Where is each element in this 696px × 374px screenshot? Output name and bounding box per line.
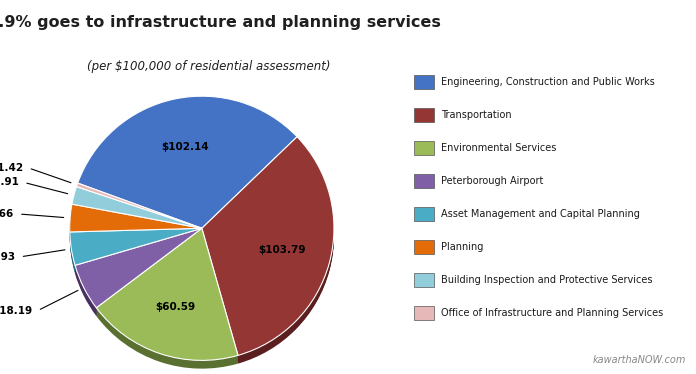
Text: Asset Management and Capital Planning: Asset Management and Capital Planning	[441, 209, 640, 219]
Wedge shape	[70, 236, 202, 273]
Wedge shape	[96, 230, 238, 362]
Text: Planning: Planning	[441, 242, 483, 252]
Wedge shape	[75, 230, 202, 310]
Wedge shape	[96, 232, 238, 364]
Wedge shape	[72, 188, 202, 229]
Wedge shape	[77, 187, 202, 232]
Wedge shape	[75, 236, 202, 316]
Text: Office of Infrastructure and Planning Services: Office of Infrastructure and Planning Se…	[441, 308, 663, 318]
Wedge shape	[75, 232, 202, 311]
Text: $60.59: $60.59	[155, 301, 196, 312]
Wedge shape	[70, 206, 202, 234]
Wedge shape	[78, 103, 297, 236]
Text: Building Inspection and Protective Services: Building Inspection and Protective Servi…	[441, 275, 652, 285]
Wedge shape	[78, 99, 297, 232]
Wedge shape	[70, 236, 202, 274]
Wedge shape	[96, 234, 238, 367]
Wedge shape	[202, 145, 334, 364]
Wedge shape	[78, 97, 297, 229]
Wedge shape	[72, 187, 202, 228]
Wedge shape	[96, 232, 238, 365]
Wedge shape	[77, 191, 202, 236]
Text: Peterborough Airport: Peterborough Airport	[441, 176, 543, 186]
Wedge shape	[96, 236, 238, 369]
Wedge shape	[78, 104, 297, 236]
Wedge shape	[77, 189, 202, 234]
Text: $1.42: $1.42	[0, 163, 23, 173]
Wedge shape	[70, 208, 202, 236]
Text: $12.93: $12.93	[0, 252, 15, 262]
Wedge shape	[202, 143, 334, 362]
Text: (per $100,000 of residential assessment): (per $100,000 of residential assessment)	[87, 60, 331, 73]
Wedge shape	[96, 236, 238, 368]
Wedge shape	[70, 234, 202, 272]
Wedge shape	[96, 233, 238, 365]
Wedge shape	[202, 144, 334, 362]
Text: $10.66: $10.66	[0, 209, 13, 219]
Wedge shape	[72, 192, 202, 233]
Wedge shape	[78, 100, 297, 232]
Wedge shape	[72, 193, 202, 234]
Text: $102.14: $102.14	[161, 142, 209, 153]
Wedge shape	[70, 228, 202, 265]
Wedge shape	[96, 228, 238, 361]
Wedge shape	[70, 229, 202, 266]
Wedge shape	[70, 209, 202, 237]
Wedge shape	[70, 230, 202, 267]
Wedge shape	[75, 228, 202, 308]
Wedge shape	[78, 96, 297, 228]
Wedge shape	[70, 207, 202, 235]
Wedge shape	[70, 205, 202, 233]
Wedge shape	[96, 229, 238, 361]
Wedge shape	[78, 102, 297, 234]
Wedge shape	[77, 183, 202, 228]
Wedge shape	[75, 233, 202, 313]
Text: 22.9% goes to infrastructure and planning services: 22.9% goes to infrastructure and plannin…	[0, 15, 441, 30]
Wedge shape	[70, 210, 202, 238]
Wedge shape	[78, 101, 297, 233]
Text: $103.79: $103.79	[258, 245, 306, 255]
Text: Environmental Services: Environmental Services	[441, 143, 556, 153]
Wedge shape	[70, 233, 202, 270]
Wedge shape	[77, 185, 202, 230]
Wedge shape	[202, 139, 334, 358]
Wedge shape	[75, 229, 202, 309]
Wedge shape	[77, 186, 202, 232]
Wedge shape	[75, 232, 202, 312]
Wedge shape	[70, 212, 202, 240]
Wedge shape	[72, 195, 202, 236]
Wedge shape	[72, 188, 202, 230]
Text: Engineering, Construction and Public Works: Engineering, Construction and Public Wor…	[441, 77, 654, 87]
Wedge shape	[78, 98, 297, 230]
Wedge shape	[70, 232, 202, 269]
Text: Transportation: Transportation	[441, 110, 511, 120]
Wedge shape	[72, 191, 202, 232]
Wedge shape	[202, 140, 334, 358]
Wedge shape	[202, 138, 334, 356]
Wedge shape	[202, 137, 334, 355]
Wedge shape	[75, 234, 202, 314]
Wedge shape	[70, 204, 202, 232]
Wedge shape	[202, 141, 334, 359]
Wedge shape	[77, 190, 202, 236]
Wedge shape	[70, 211, 202, 239]
Text: kawarthaNOW.com: kawarthaNOW.com	[592, 355, 686, 365]
Wedge shape	[77, 184, 202, 229]
Wedge shape	[202, 142, 334, 361]
Wedge shape	[75, 236, 202, 315]
Text: $6.91: $6.91	[0, 178, 19, 187]
Wedge shape	[70, 232, 202, 270]
Text: $18.19: $18.19	[0, 306, 32, 316]
Wedge shape	[72, 194, 202, 236]
Wedge shape	[77, 188, 202, 233]
Wedge shape	[72, 190, 202, 232]
